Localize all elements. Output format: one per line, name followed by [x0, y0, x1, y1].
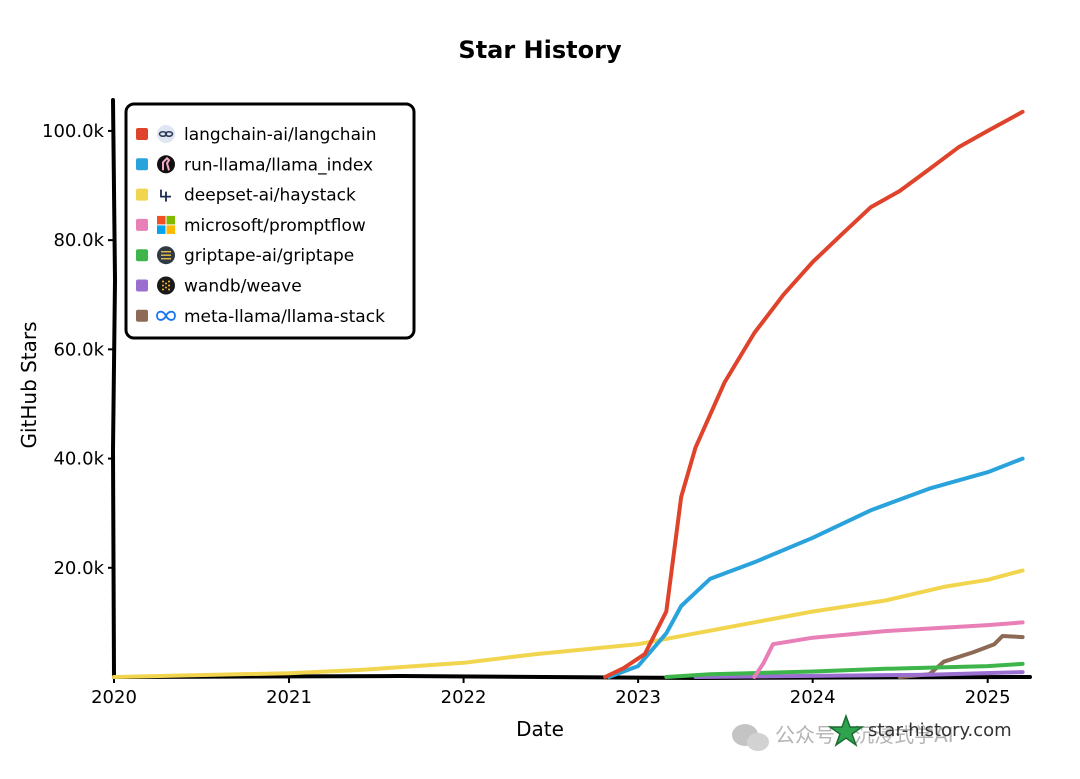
watermark-credit: 公众号 · 沉浸式学AI [775, 723, 954, 747]
y-tick-label: 40.0k [53, 449, 104, 470]
legend-swatch [136, 158, 148, 171]
legend-swatch [136, 188, 148, 201]
series-line-griptape-ai-griptape [664, 661, 1025, 679]
x-tick-label: 2025 [965, 687, 1011, 708]
series-line-run-llama-llama-index [607, 456, 1025, 679]
x-axis-label: Date [516, 717, 564, 741]
y-axis-line [110, 98, 118, 679]
legend-label: langchain-ai/langchain [184, 125, 377, 145]
y-tick-label: 20.0k [53, 558, 104, 579]
parrot-chain-icon [157, 125, 175, 143]
legend-item: wandb/weave [136, 276, 302, 297]
series-line-deepset-ai-haystack [112, 568, 1025, 679]
llama-icon [157, 155, 175, 174]
series-line-microsoft-promptflow [752, 620, 1025, 679]
griptape-icon [157, 246, 175, 265]
watermark: 公众号 · 沉浸式学AI star-history.com [732, 713, 1012, 751]
legend: langchain-ai/langchain run-llama/llama_in… [124, 102, 416, 340]
star-history-logo-icon [827, 713, 865, 747]
x-tick-label: 2024 [790, 687, 836, 708]
legend-box [124, 102, 416, 340]
legend-label: microsoft/promptflow [184, 216, 366, 236]
legend-label: meta-llama/llama-stack [184, 307, 385, 327]
x-ticks: 2020 2021 2022 2023 2024 2025 [91, 677, 1011, 708]
legend-items: langchain-ai/langchain run-llama/llama_in… [136, 125, 385, 327]
legend-label: run-llama/llama_index [184, 155, 373, 175]
meta-infinity-icon [156, 310, 176, 321]
legend-label: griptape-ai/griptape [184, 246, 354, 266]
legend-swatch [136, 218, 148, 231]
legend-swatch [136, 249, 148, 262]
legend-item: deepset-ai/haystack [136, 186, 356, 206]
y-tick-label: 80.0k [53, 230, 104, 251]
chart-title: Star History [458, 36, 622, 64]
series-lines [112, 109, 1025, 679]
axes [110, 98, 1032, 681]
legend-item: langchain-ai/langchain [136, 125, 377, 145]
legend-item: meta-llama/llama-stack [136, 307, 385, 327]
wandb-icon [157, 276, 175, 295]
watermark-site: star-history.com [868, 720, 1012, 741]
x-axis-line [112, 673, 1032, 681]
legend-item: run-llama/llama_index [136, 155, 373, 175]
legend-item: griptape-ai/griptape [136, 246, 354, 266]
x-tick-label: 2020 [91, 687, 137, 708]
legend-swatch [136, 128, 148, 140]
legend-label: wandb/weave [184, 277, 302, 297]
haystack-icon [160, 189, 171, 202]
y-tick-label: 60.0k [53, 339, 104, 360]
x-tick-label: 2021 [266, 687, 312, 708]
wechat-icon [732, 724, 769, 751]
legend-swatch [136, 309, 148, 322]
x-tick-label: 2022 [441, 687, 487, 708]
microsoft-icon [157, 215, 175, 234]
y-tick-label: 100.0k [42, 121, 105, 142]
y-axis-label: GitHub Stars [17, 321, 41, 448]
series-line-langchain-ai-langchain [603, 109, 1025, 679]
y-axis-label-group: GitHub Stars [17, 321, 41, 448]
legend-swatch [136, 279, 148, 292]
legend-label: deepset-ai/haystack [184, 186, 356, 206]
legend-item: microsoft/promptflow [136, 215, 366, 236]
x-tick-label: 2023 [615, 687, 661, 708]
y-ticks: 20.0k 40.0k 60.0k 80.0k 100.0k [42, 121, 114, 579]
